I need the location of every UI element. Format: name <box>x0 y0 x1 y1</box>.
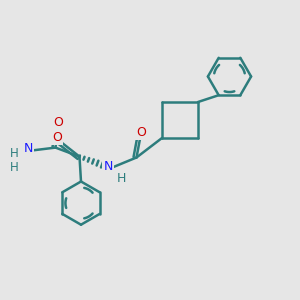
Text: N: N <box>24 142 33 155</box>
Text: O: O <box>54 116 63 129</box>
Text: H: H <box>10 147 19 160</box>
Text: H: H <box>10 160 19 174</box>
Text: O: O <box>136 125 146 139</box>
Text: H: H <box>117 172 126 185</box>
Text: O: O <box>52 130 62 144</box>
Text: N: N <box>103 160 113 173</box>
